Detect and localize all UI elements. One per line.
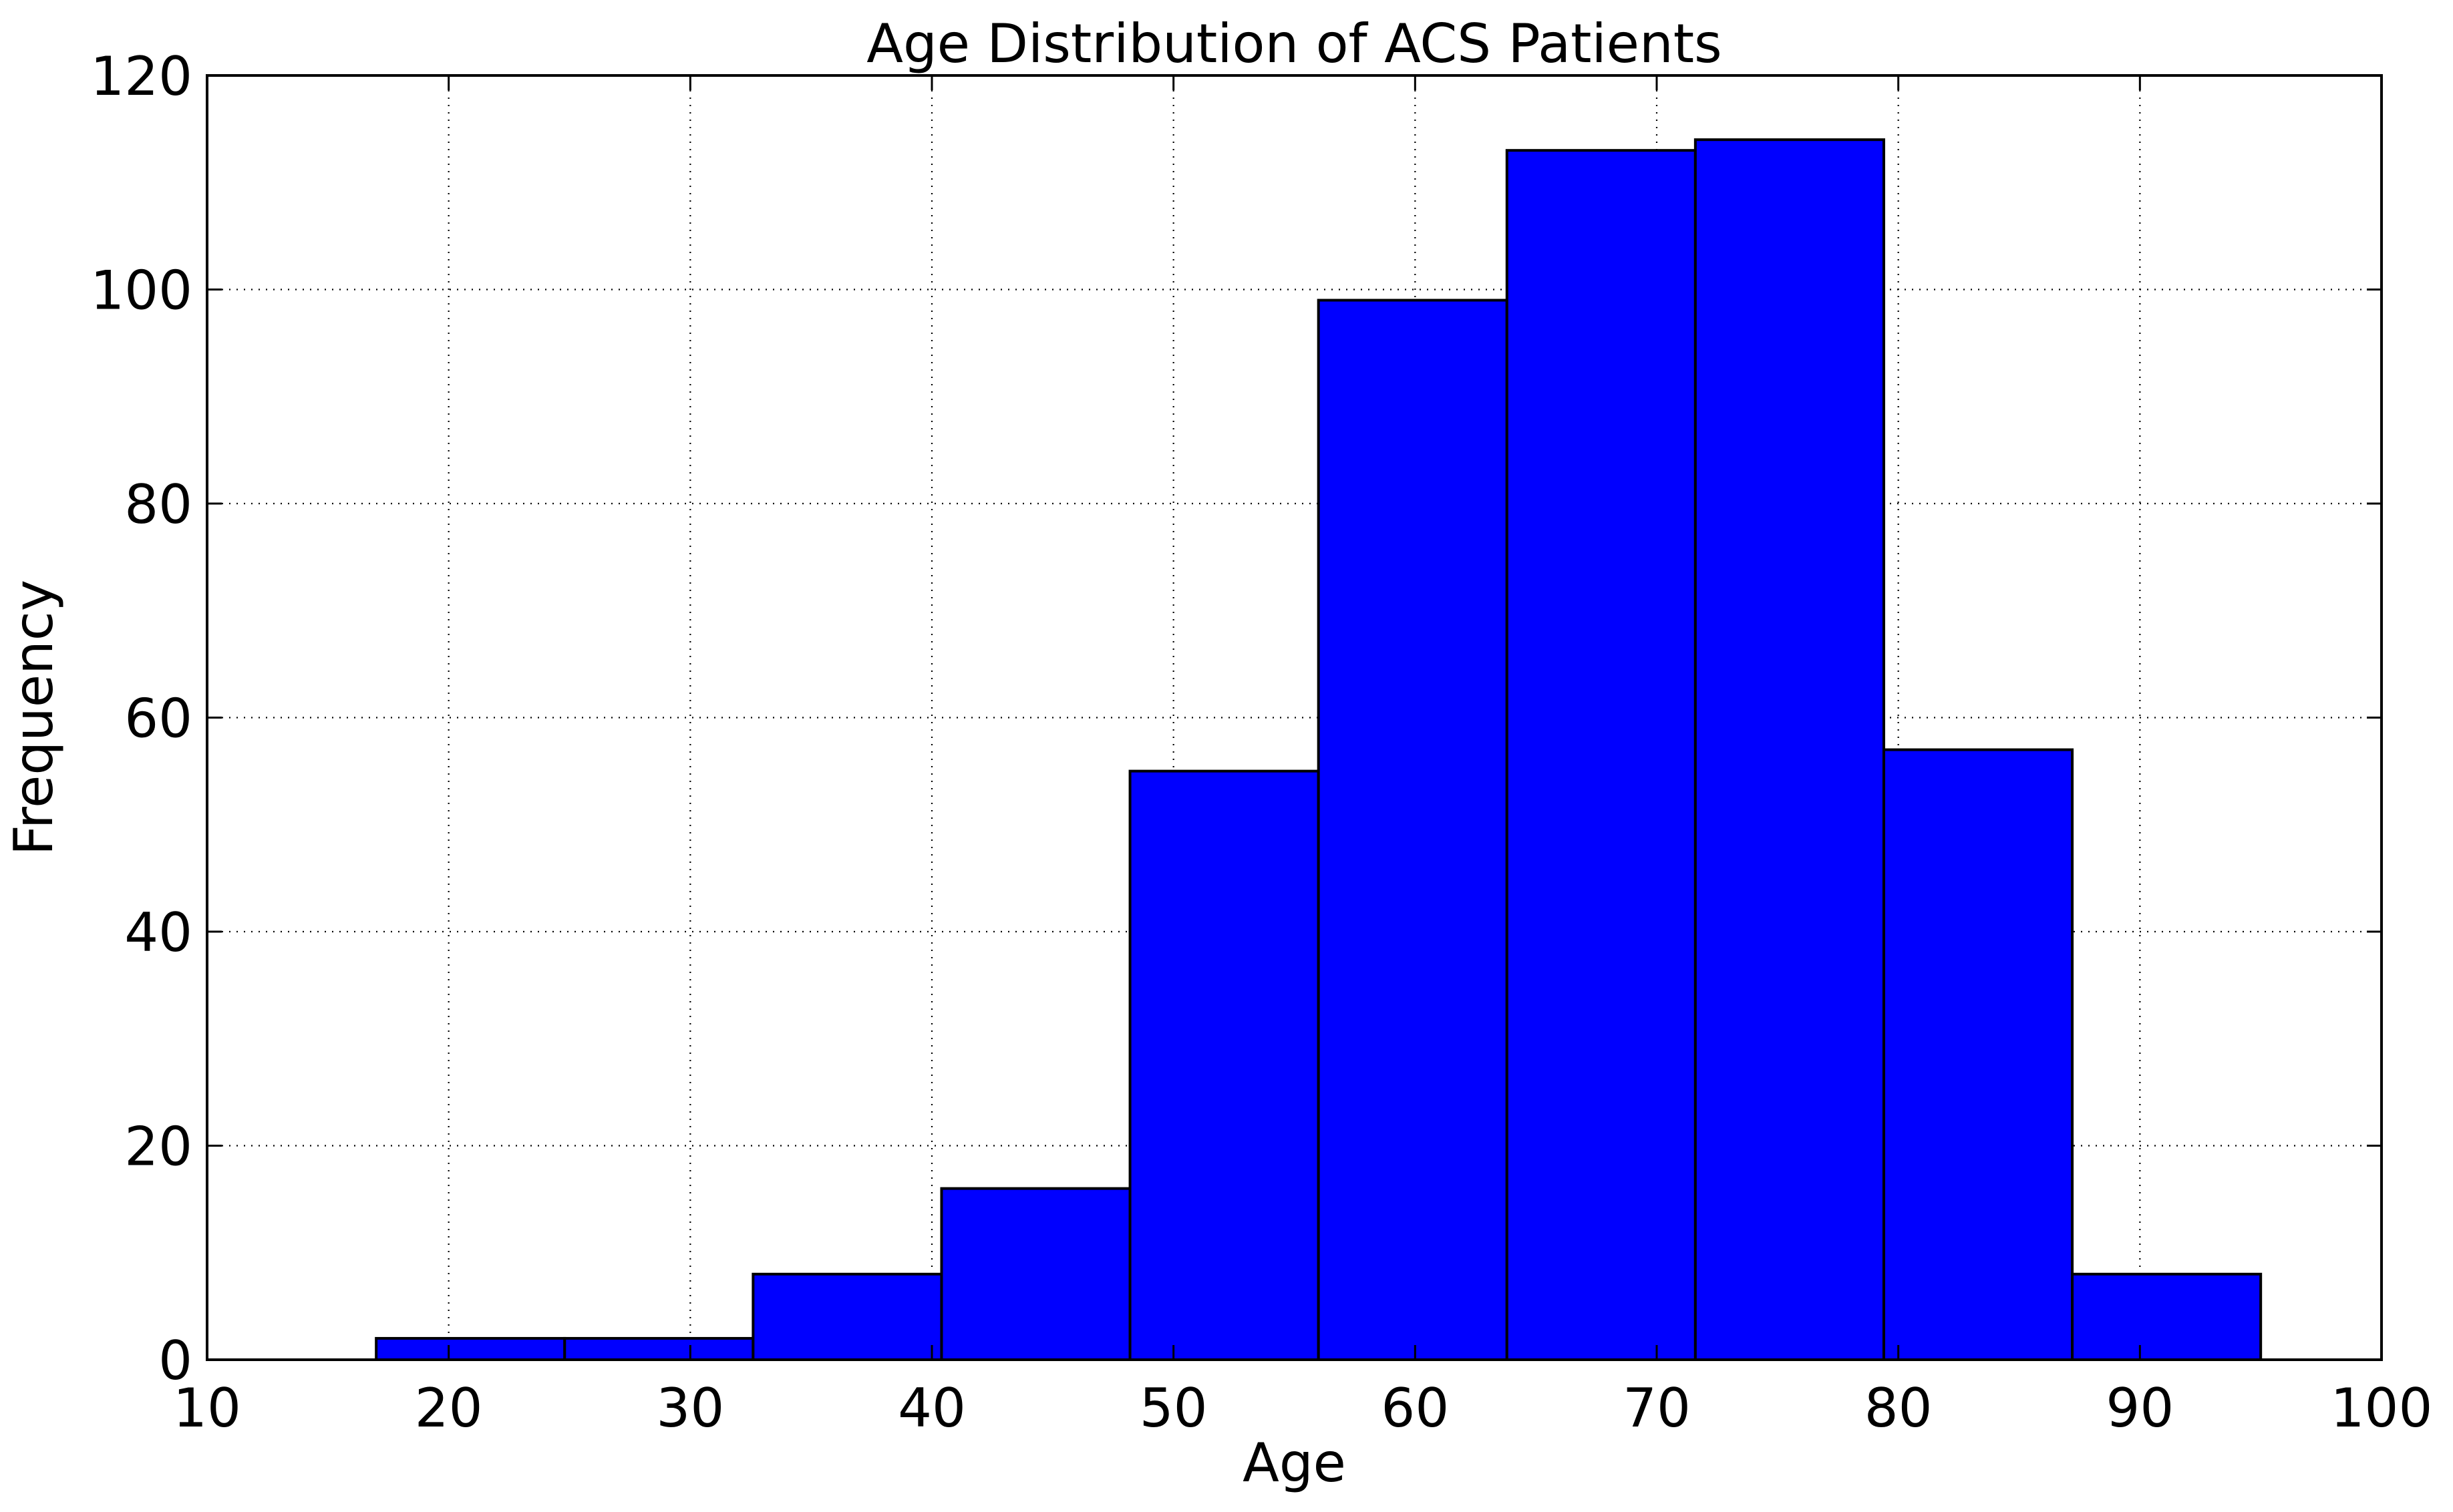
x-tick-label: 40 — [898, 1377, 966, 1439]
histogram-bar — [1693, 138, 1885, 1361]
histogram-bars — [375, 138, 2263, 1362]
x-tick-labels: 10 20 30 40 50 60 70 80 90 100 — [173, 1377, 2432, 1439]
x-tick-label: 70 — [1623, 1377, 1691, 1439]
histogram-bar — [375, 1336, 566, 1361]
x-tick-label: 50 — [1140, 1377, 1208, 1439]
x-tick-label: 30 — [656, 1377, 724, 1439]
x-tick-label: 10 — [173, 1377, 241, 1439]
y-tick-label: 120 — [90, 45, 192, 108]
x-tick-label: 80 — [1864, 1377, 1933, 1439]
histogram-bar — [2071, 1272, 2263, 1362]
x-tick-label: 60 — [1381, 1377, 1449, 1439]
histogram-bar — [752, 1272, 943, 1362]
y-tick-label: 0 — [158, 1330, 192, 1392]
x-axis-label: Age — [1243, 1432, 1346, 1494]
y-tick-label: 80 — [124, 474, 192, 536]
histogram-bar — [1128, 769, 1320, 1361]
chart-title: Age Distribution of ACS Patients — [866, 13, 1722, 75]
y-tick-labels: 0 20 40 60 80 100 120 — [90, 45, 192, 1392]
histogram-bar — [1882, 748, 2074, 1361]
y-tick-label: 20 — [124, 1116, 192, 1178]
y-tick-label: 40 — [124, 902, 192, 964]
y-tick-label: 100 — [90, 260, 192, 322]
x-tick-label: 20 — [415, 1377, 483, 1439]
x-tick-label: 90 — [2106, 1377, 2174, 1439]
histogram-bar — [940, 1187, 1132, 1361]
axis-ticks — [206, 74, 2383, 1361]
y-axis-label: Frequency — [3, 580, 65, 856]
x-tick-label: 100 — [2331, 1377, 2433, 1439]
histogram-bar — [1505, 149, 1697, 1361]
histogram-bar — [1317, 299, 1508, 1361]
y-tick-label: 60 — [124, 688, 192, 750]
histogram-bar — [563, 1336, 755, 1361]
